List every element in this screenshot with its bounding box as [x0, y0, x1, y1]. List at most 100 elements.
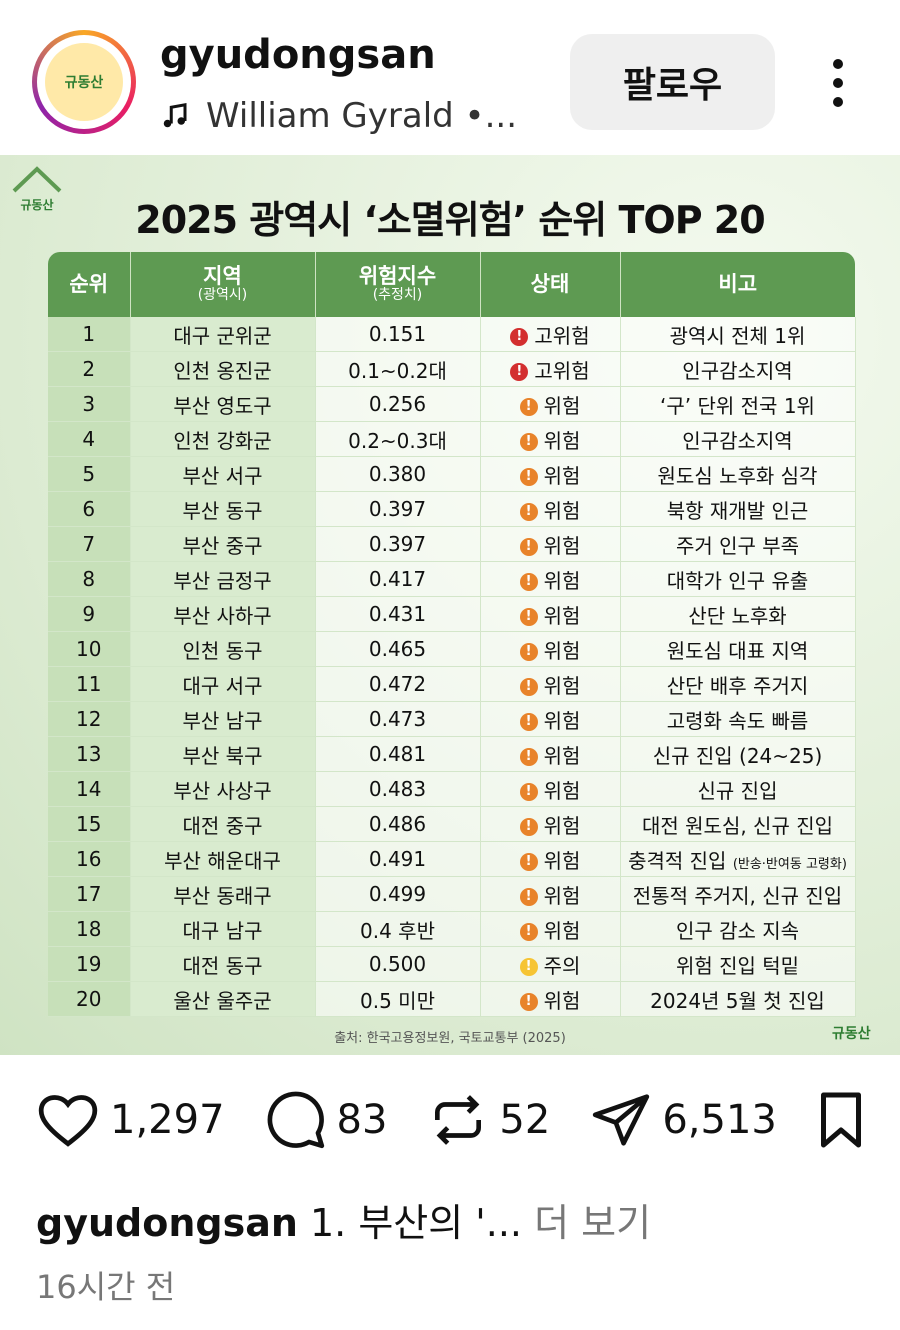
- index-cell: 0.500: [315, 946, 481, 982]
- share-count: 6,513: [662, 1097, 777, 1143]
- avatar-image: 규동산: [45, 43, 123, 121]
- table-row: 13 부산 북구 0.481! 위험 신규 진입 (24~25): [48, 736, 856, 772]
- like-count: 1,297: [110, 1097, 225, 1143]
- rank-cell: 2: [48, 351, 131, 387]
- status-cell: ! 위험: [480, 736, 621, 772]
- status-icon: !: [519, 678, 538, 696]
- column-label: 순위: [69, 271, 109, 296]
- note-cell: 신규 진입: [620, 771, 856, 807]
- note-text: 신규 진입 (24~25): [652, 743, 823, 768]
- status-cell: ! 위험: [480, 386, 621, 422]
- table-row: 2 인천 옹진군 0.1~0.2대! 고위험 인구감소지역: [48, 351, 856, 387]
- music[interactable]: William Gyrald •...: [160, 96, 517, 136]
- region-cell: 부산 사상구: [130, 771, 316, 807]
- note-cell: 대전 원도심, 신규 진입: [620, 806, 856, 842]
- index-cell: 0.431: [315, 596, 481, 632]
- caption-text: 1. 부산의 '...: [310, 1201, 522, 1245]
- status-text: 위험: [543, 988, 581, 1013]
- timestamp: 16시간 전: [36, 1268, 176, 1306]
- column-header: 순위: [48, 252, 131, 317]
- region-cell: 대전 중구: [130, 806, 316, 842]
- comment[interactable]: 83: [265, 1089, 388, 1151]
- like[interactable]: 1,297: [36, 1091, 225, 1149]
- rank-cell: 1: [48, 317, 131, 352]
- note-text: 주거 인구 부족: [675, 533, 800, 558]
- note-text: 산단 노후화: [688, 603, 787, 628]
- status-text: 위험: [543, 743, 581, 768]
- status-icon: !: [519, 923, 538, 941]
- status-icon: !: [519, 713, 538, 731]
- status-icon: !: [510, 328, 529, 346]
- region-cell: 부산 중구: [130, 526, 316, 562]
- note-text: 북항 재개발 인근: [666, 498, 809, 523]
- avatar-ring: 규동산: [37, 35, 131, 129]
- comment-count: 83: [336, 1097, 388, 1143]
- status-icon: !: [519, 853, 538, 871]
- column-sublabel: (추정치): [372, 287, 423, 304]
- bookmark-button[interactable]: [815, 1090, 867, 1150]
- logo-house: [12, 166, 62, 193]
- rank-cell: 18: [48, 911, 131, 947]
- status-cell: ! 위험: [480, 561, 621, 597]
- region-cell: 대구 남구: [130, 911, 316, 947]
- table-row: 3 부산 영도구 0.256! 위험 ‘구’ 단위 전국 1위: [48, 386, 856, 422]
- table-row: 7 부산 중구 0.397! 위험 주거 인구 부족: [48, 526, 856, 562]
- note-text: 신규 진입: [697, 778, 778, 803]
- status-cell: ! 위험: [480, 526, 621, 562]
- status-text: 위험: [543, 463, 581, 488]
- note-cell: 인구감소지역: [620, 421, 856, 457]
- rank-cell: 10: [48, 631, 131, 667]
- column-header: 지역 (광역시): [130, 252, 316, 317]
- note-cell: 전통적 주거지, 신규 진입: [620, 876, 856, 912]
- rank-cell: 15: [48, 806, 131, 842]
- table-row: 4 인천 강화군 0.2~0.3대! 위험 인구감소지역: [48, 421, 856, 457]
- region-cell: 부산 동구: [130, 491, 316, 527]
- region-cell: 대구 서구: [130, 666, 316, 702]
- rank-cell: 14: [48, 771, 131, 807]
- region-cell: 부산 해운대구: [130, 841, 316, 877]
- table-row: 9 부산 사하구 0.431! 위험 산단 노후화: [48, 596, 856, 632]
- repost[interactable]: 52: [427, 1089, 550, 1151]
- caption-username[interactable]: gyudongsan: [36, 1201, 298, 1245]
- share[interactable]: 6,513: [590, 1089, 777, 1151]
- status-cell: ! 고위험: [480, 351, 621, 387]
- rank-cell: 9: [48, 596, 131, 632]
- repost-icon: [435, 1095, 482, 1145]
- note-text: 대전 원도심, 신규 진입: [641, 813, 834, 838]
- note-text: 2024년 5월 첫 진입: [650, 988, 825, 1013]
- status-text: 위험: [543, 533, 581, 558]
- note-text: 인구감소지역: [682, 428, 793, 453]
- rank-cell: 8: [48, 561, 131, 597]
- more-link[interactable]: 더 보기: [534, 1201, 652, 1245]
- rank-cell: 12: [48, 701, 131, 737]
- username[interactable]: gyudongsan: [160, 32, 436, 78]
- rank-cell: 16: [48, 841, 131, 877]
- note-cell: 원도심 대표 지역: [620, 631, 856, 667]
- status-text: 주의: [543, 953, 581, 978]
- status-cell: ! 위험: [480, 421, 621, 457]
- music-icon: [163, 102, 187, 128]
- table-row: 11 대구 서구 0.472! 위험 산단 배후 주거지: [48, 666, 856, 702]
- note-cell: 2024년 5월 첫 진입: [620, 981, 856, 1017]
- note-text: 광역시 전체 1위: [669, 323, 806, 348]
- table-row: 1 대구 군위군 0.151! 고위험 광역시 전체 1위: [48, 317, 856, 352]
- note-cell: 원도심 노후화 심각: [620, 456, 856, 492]
- more-button[interactable]: [828, 58, 848, 108]
- column-label: 위험지수: [358, 264, 437, 289]
- region-cell: 부산 사하구: [130, 596, 316, 632]
- rank-cell: 4: [48, 421, 131, 457]
- table-body: 1 대구 군위군 0.151! 고위험 광역시 전체 1위 2 인천 옹진군 0.1~0.2대…: [48, 317, 856, 1017]
- table-row: 10 인천 동구 0.465! 위험 원도심 대표 지역: [48, 631, 856, 667]
- avatar[interactable]: 규동산: [32, 30, 136, 134]
- follow-button[interactable]: 팔로우: [570, 34, 775, 130]
- ranking-table: 순위 지역 (광역시) 위험지수 (추정치) 상태 비고 1 대구 군위군 0.151! 고위험 광…: [48, 252, 856, 1017]
- note-detail: (반송·반여동 고령화): [732, 856, 847, 872]
- status-cell: ! 위험: [480, 456, 621, 492]
- region-cell: 대전 동구: [130, 946, 316, 982]
- note-cell: 충격적 진입 (반송·반여동 고령화): [620, 841, 856, 877]
- status-cell: ! 위험: [480, 666, 621, 702]
- status-text: 위험: [543, 428, 581, 453]
- status-cell: ! 위험: [480, 631, 621, 667]
- status-text: 위험: [543, 813, 581, 838]
